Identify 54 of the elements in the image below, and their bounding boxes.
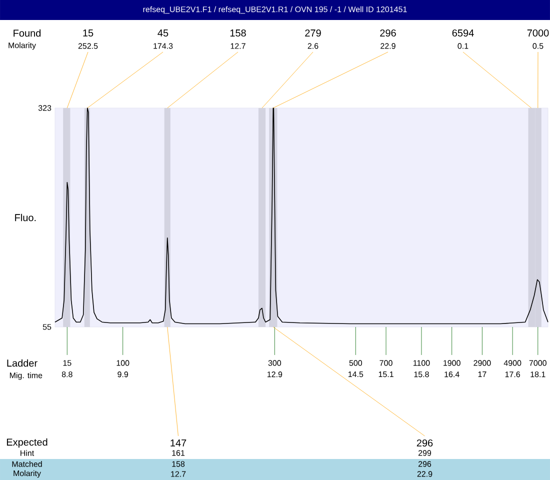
x-tick-label: 18.1 — [530, 372, 546, 378]
annotation: 22.9 — [380, 43, 396, 49]
annotation: 252.5 — [78, 43, 98, 49]
text: Expected — [6, 438, 48, 448]
annotation: 2900 — [474, 360, 491, 366]
x-tick-label: 14.5 — [348, 372, 364, 378]
annotation: 1100 — [413, 360, 430, 366]
annotation: 296 — [416, 439, 433, 447]
y-tick-label: 55 — [42, 324, 52, 330]
text: Hint — [20, 450, 34, 456]
annotation: 147 — [170, 440, 186, 446]
y-axis-title: Fluo. — [15, 214, 36, 222]
annotation: 12.7 — [230, 43, 246, 49]
text: 22.9 — [417, 471, 432, 477]
x-tick-label: 16.4 — [444, 372, 460, 378]
annotation: 0.1 — [458, 43, 468, 49]
text: 45 — [158, 30, 168, 36]
annotation: 300 — [268, 360, 282, 366]
x-axis-title: Mig. time — [10, 372, 42, 380]
text: 7000 — [527, 29, 549, 37]
annotation: 100 — [116, 360, 130, 366]
annotation: 4900 — [504, 360, 522, 366]
annotation: 700 — [380, 360, 392, 366]
annotation: 2.6 — [308, 43, 318, 49]
text: 296 — [380, 29, 396, 37]
annotation: 0.5 — [532, 43, 544, 49]
text: 158 — [172, 461, 185, 467]
text: Molarity — [14, 470, 41, 478]
x-tick-label: 17 — [478, 372, 486, 378]
chart-title: refseq_UBE2V1.F1 / refseq_UBE2V1.R1 / OVN 195 / -1 / Well ID 1201451 — [143, 6, 407, 14]
text: Found — [14, 29, 41, 37]
x-tick-label: 12.9 — [268, 372, 282, 378]
annotation: 500 — [349, 360, 362, 366]
text: 158 — [230, 29, 246, 37]
annotation: 174.3 — [154, 43, 173, 49]
text: 279 — [305, 29, 321, 37]
y-tick-label: 323 — [38, 105, 52, 111]
text: Ladder — [7, 359, 38, 367]
x-tick-label: 9.9 — [118, 372, 128, 378]
x-tick-label: 8.8 — [62, 372, 72, 378]
annotation: 1900 — [444, 360, 460, 366]
text: Molarity — [8, 42, 36, 50]
x-tick-label: 17.6 — [505, 372, 520, 378]
text: 299 — [418, 450, 432, 456]
x-tick-label: 15.8 — [414, 372, 429, 378]
annotation: 7000 — [529, 360, 546, 366]
text: Matched — [12, 461, 42, 467]
x-tick-label: 15.1 — [378, 372, 394, 378]
text: 12.7 — [171, 471, 186, 477]
text: 15 — [83, 30, 94, 36]
annotation: 15 — [63, 360, 72, 366]
text: 6594 — [452, 29, 474, 37]
text: 161 — [172, 450, 185, 456]
text: 296 — [418, 461, 432, 467]
